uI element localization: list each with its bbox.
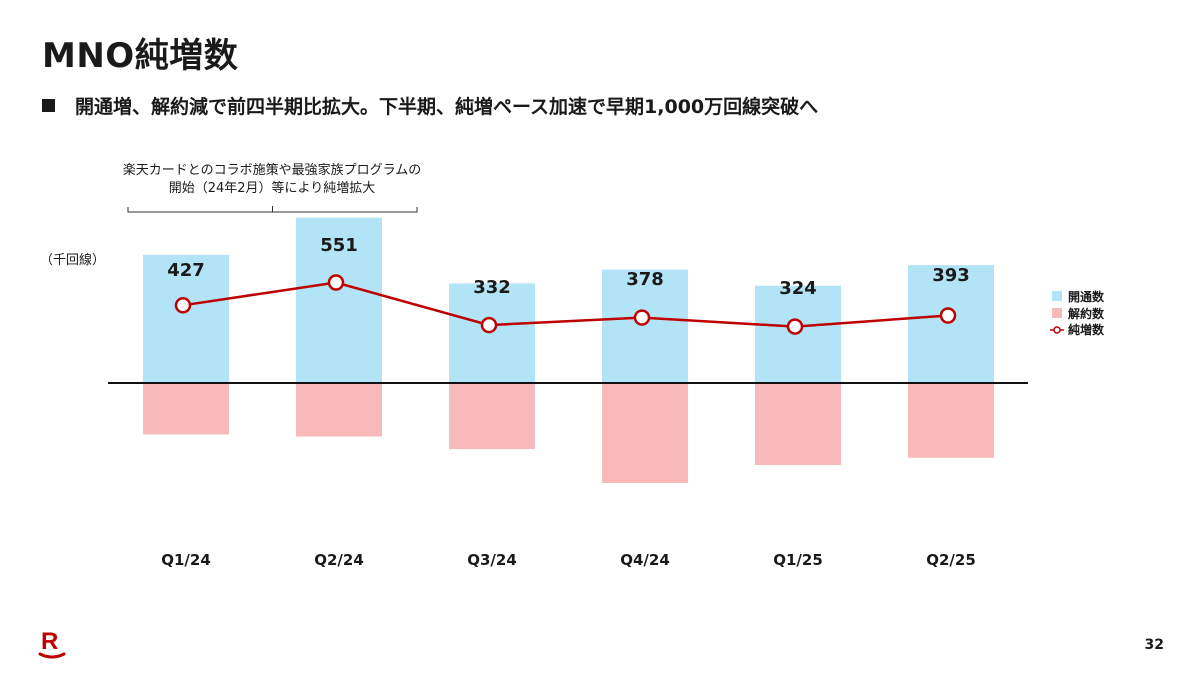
subtitle-text: 開通増、解約減で前四半期比拡大。下半期、純増ペース加速で早期1,000万回線突破… — [75, 96, 819, 118]
net-additions-point-Q1-25 — [786, 318, 804, 335]
bar-cancellations-Q1-24 — [143, 384, 229, 435]
bar-cancellations-Q1-25 — [755, 384, 841, 465]
svg-text:R: R — [41, 628, 58, 655]
rakuten-logo: R — [38, 627, 66, 665]
rakuten-r-logo-icon: R — [38, 628, 66, 659]
data-label-Q4-24: 378 — [626, 269, 664, 290]
page-title: MNO純増数 — [42, 36, 239, 76]
bar-activations-Q3-24 — [449, 283, 535, 383]
annotation-bracket — [127, 206, 418, 213]
net-additions-point-Q2-24 — [327, 274, 345, 291]
annotation-line-1: 楽天カードとのコラボ施策や最強家族プログラムの — [122, 163, 422, 178]
unit-label: （千回線） — [40, 253, 106, 268]
data-label-Q2-24: 551 — [320, 235, 358, 256]
bar-activations-Q2-24 — [296, 217, 382, 383]
x-tick-label-Q2-24: Q2/24 — [314, 551, 364, 569]
x-tick-label-Q1-25: Q1/25 — [773, 551, 823, 569]
data-label-Q1-24: 427 — [167, 260, 205, 281]
x-tick-label-Q3-24: Q3/24 — [467, 551, 517, 569]
net-additions-point-Q1-24 — [174, 297, 192, 314]
data-label-Q1-25: 324 — [779, 278, 817, 299]
x-tick-label-Q2-25: Q2/25 — [926, 551, 976, 569]
bar-activations-Q1-24 — [143, 254, 229, 383]
bar-activations-Q2-25 — [908, 265, 994, 383]
bar-cancellations-Q4-24 — [602, 384, 688, 483]
net-additions-line — [182, 281, 949, 328]
bar-activations-Q4-24 — [602, 269, 688, 383]
annotation-line-2: 開始（24年2月）等により純増拡大 — [168, 181, 376, 196]
net-additions-point-Q2-25 — [939, 307, 957, 324]
legend-marker-net-additions — [1053, 326, 1061, 334]
data-label-Q2-25: 393 — [932, 265, 970, 286]
bar-cancellations-Q3-24 — [449, 384, 535, 450]
bullet-square-icon — [42, 99, 55, 112]
legend-swatch-activations — [1052, 291, 1062, 301]
net-additions-point-Q3-24 — [480, 316, 498, 334]
net-additions-point-Q4-24 — [633, 309, 651, 326]
bar-cancellations-Q2-25 — [908, 384, 994, 458]
x-tick-label-Q4-24: Q4/24 — [620, 551, 670, 569]
bar-activations-Q1-25 — [755, 285, 841, 383]
chart-annotation: 楽天カードとのコラボ施策や最強家族プログラムの 開始（24年2月）等により純増拡… — [112, 162, 432, 198]
data-label-Q3-24: 332 — [473, 277, 511, 298]
subtitle: 開通増、解約減で前四半期比拡大。下半期、純増ペース加速で早期1,000万回線突破… — [42, 92, 818, 119]
legend-label-cancellations: 解約数 — [1068, 306, 1105, 321]
legend-label-activations: 開通数 — [1068, 289, 1105, 304]
x-tick-label-Q1-24: Q1/24 — [161, 551, 211, 569]
legend-swatch-cancellations — [1052, 308, 1062, 318]
bar-cancellations-Q2-24 — [296, 384, 382, 437]
legend-label-net-additions: 純増数 — [1068, 322, 1105, 337]
page-number: 32 — [1144, 637, 1164, 653]
